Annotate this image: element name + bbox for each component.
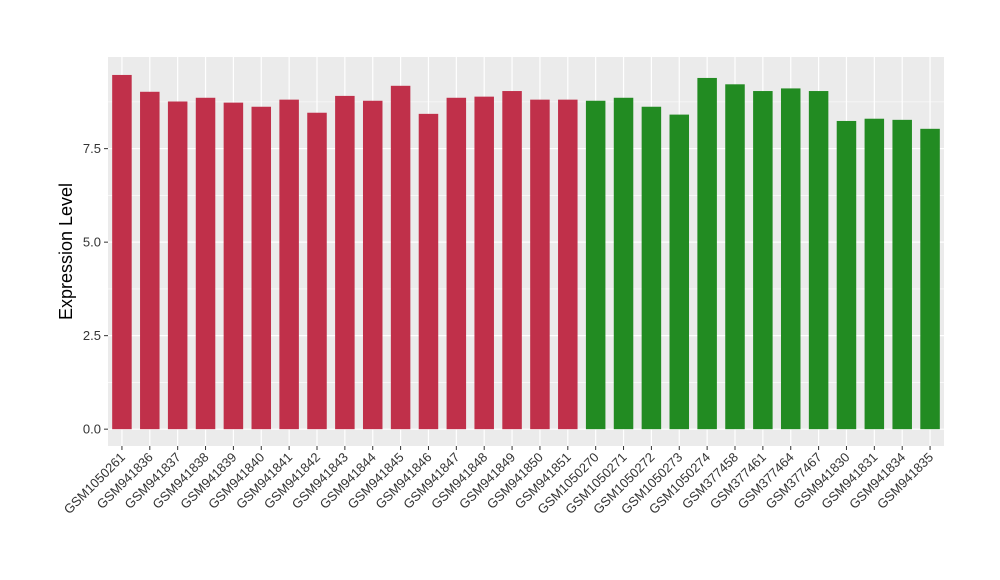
y-tick-label: 0.0: [83, 422, 101, 437]
bar: [502, 91, 522, 430]
bar: [446, 97, 467, 430]
bar: [530, 99, 550, 430]
y-tick-label: 7.5: [83, 141, 101, 156]
bar: [725, 84, 745, 430]
bar: [753, 91, 773, 430]
x-axis: GSM1050261GSM941836GSM941837GSM941838GSM…: [61, 446, 936, 517]
y-axis: 0.0 2.5 5.0 7.5: [83, 141, 108, 437]
bar: [613, 97, 634, 430]
bar: [808, 91, 829, 430]
bar: [474, 96, 494, 430]
bar: [279, 99, 299, 430]
bar: [335, 95, 355, 430]
y-tick-label: 5.0: [83, 235, 101, 250]
bar: [307, 112, 327, 430]
bar: [167, 101, 188, 430]
bar: [892, 119, 912, 430]
bar: [195, 97, 216, 430]
bar: [780, 88, 801, 430]
bar: [641, 106, 662, 430]
bar: [669, 114, 690, 430]
bars: [112, 74, 940, 430]
bar: [223, 102, 244, 430]
y-tick-label: 2.5: [83, 328, 101, 343]
bar: [251, 106, 272, 430]
bar: [836, 120, 857, 430]
bar: [920, 128, 940, 430]
bar: [558, 99, 578, 430]
bar: [112, 74, 132, 430]
plot-panel: [108, 57, 944, 446]
bar: [390, 85, 411, 430]
bar: [362, 100, 383, 430]
bar: [585, 100, 606, 430]
bar: [418, 113, 439, 430]
bar: [697, 77, 717, 430]
bar: [864, 118, 885, 430]
y-axis-title: Expression Level: [56, 183, 76, 320]
bar: [140, 91, 160, 430]
